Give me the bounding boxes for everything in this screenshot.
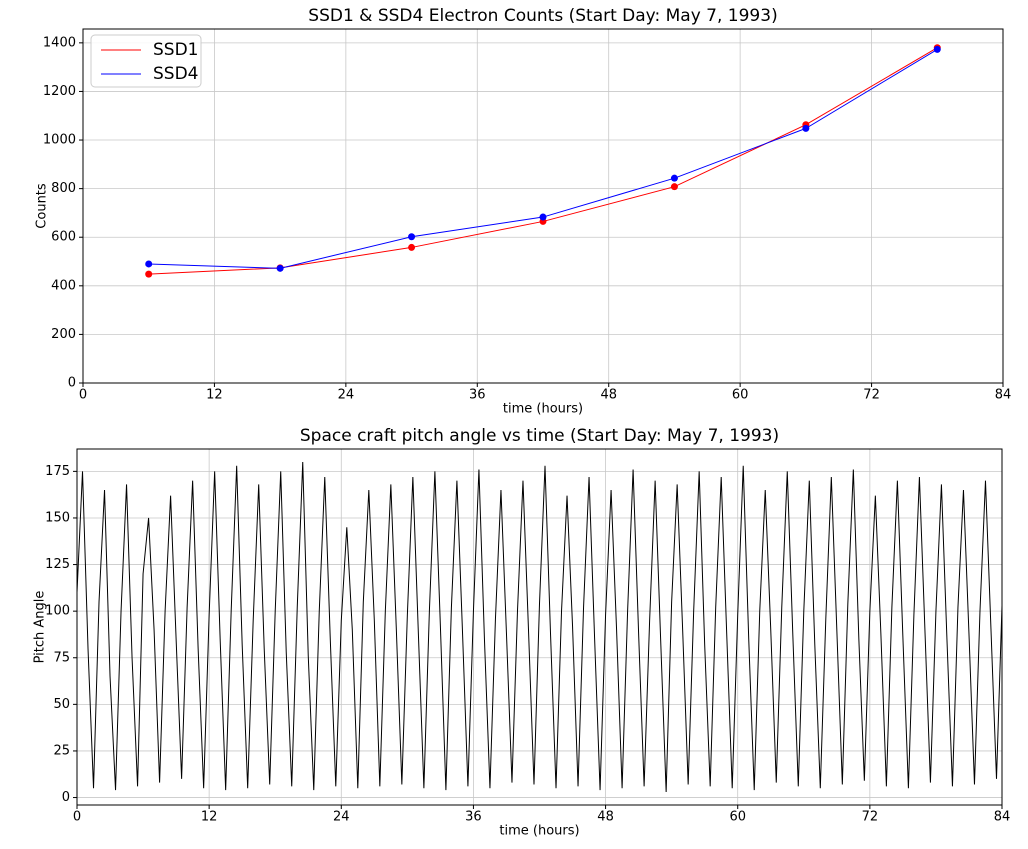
- y-tick-label: 50: [53, 697, 70, 712]
- y-axis-label: Counts: [35, 183, 50, 229]
- x-tick-label: 60: [729, 810, 746, 825]
- y-tick-label: 200: [51, 327, 76, 342]
- marker: [670, 183, 678, 191]
- legend-label: SSD1: [153, 40, 199, 60]
- marker: [933, 45, 941, 53]
- series-line: [148, 48, 938, 269]
- marker: [539, 213, 547, 221]
- marker: [276, 264, 284, 272]
- y-tick-label: 800: [51, 181, 76, 196]
- x-tick-label: 84: [995, 388, 1012, 403]
- marker: [408, 243, 416, 251]
- x-tick-label: 36: [469, 388, 486, 403]
- chart-title: SSD1 & SSD4 Electron Counts (Start Day: …: [308, 6, 777, 26]
- marker: [802, 124, 810, 132]
- y-tick-label: 1000: [43, 133, 76, 148]
- plot-frame: [76, 448, 1003, 806]
- marker: [408, 233, 416, 241]
- y-tick-label: 175: [45, 464, 70, 479]
- marker: [670, 174, 678, 182]
- x-axis-label: time (hours): [499, 824, 579, 839]
- y-tick-label: 1200: [43, 84, 76, 99]
- y-tick-label: 0: [68, 376, 76, 391]
- y-tick-label: 150: [45, 510, 70, 525]
- y-tick-label: 600: [51, 230, 76, 245]
- x-tick-label: 48: [600, 388, 617, 403]
- x-tick-label: 12: [201, 810, 218, 825]
- plot-frame: [82, 28, 1004, 384]
- y-tick-label: 125: [45, 557, 70, 572]
- y-tick-label: 0: [62, 790, 70, 805]
- y-tick-label: 100: [45, 604, 70, 619]
- chart-title: Space craft pitch angle vs time (Start D…: [300, 426, 779, 446]
- y-tick-label: 75: [53, 650, 70, 665]
- y-tick-label: 25: [53, 743, 70, 758]
- x-tick-label: 0: [79, 388, 87, 403]
- marker: [145, 270, 153, 278]
- x-tick-label: 12: [206, 388, 223, 403]
- x-tick-label: 60: [732, 388, 749, 403]
- x-tick-label: 84: [994, 810, 1011, 825]
- legend-label: SSD4: [153, 64, 199, 84]
- series-line: [148, 47, 938, 275]
- x-tick-label: 72: [862, 810, 879, 825]
- y-axis-label: Pitch Angle: [33, 591, 48, 664]
- x-tick-label: 0: [73, 810, 81, 825]
- y-tick-label: 1400: [43, 35, 76, 50]
- x-tick-label: 36: [465, 810, 482, 825]
- x-axis-label: time (hours): [503, 402, 583, 417]
- marker: [145, 260, 153, 268]
- y-tick-label: 400: [51, 278, 76, 293]
- x-tick-label: 24: [333, 810, 350, 825]
- x-tick-label: 24: [338, 388, 355, 403]
- series-line: [76, 462, 1003, 792]
- x-tick-label: 72: [863, 388, 880, 403]
- x-tick-label: 48: [597, 810, 614, 825]
